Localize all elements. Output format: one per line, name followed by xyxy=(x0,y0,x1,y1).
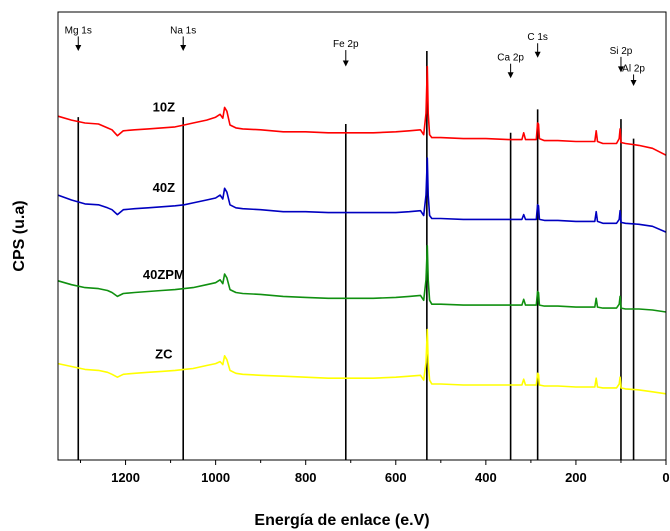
x-tick-label-5: 200 xyxy=(565,470,587,485)
series-label-zc: ZC xyxy=(155,347,173,362)
peak-arrow-head-6 xyxy=(617,66,624,73)
series-label-10z: 10Z xyxy=(153,99,175,114)
series-line-zc xyxy=(57,328,667,395)
peak-arrow-head-5 xyxy=(534,51,541,58)
peak-arrow-head-2 xyxy=(342,60,349,67)
peak-label-1: Na 1s xyxy=(170,25,196,36)
x-axis-title: Energía de enlace (e.V) xyxy=(254,512,429,529)
series-label-40z: 40Z xyxy=(153,180,175,195)
series-line-40zpm xyxy=(57,244,667,313)
peak-arrow-head-1 xyxy=(180,44,187,51)
x-tick-label-3: 600 xyxy=(385,470,407,485)
x-tick-label-0: 1200 xyxy=(111,470,140,485)
x-tick-label-6: 0 xyxy=(662,470,669,485)
plot-frame xyxy=(57,11,667,461)
series-line-10z xyxy=(57,65,667,156)
peak-marker-layer xyxy=(77,50,635,460)
series-label-40zpm: 40ZPM xyxy=(143,267,185,282)
peak-arrow-head-4 xyxy=(507,72,514,79)
series-line-40z xyxy=(57,157,667,233)
x-axis-ticks: 1200 1000 800 600 400 200 0 xyxy=(80,460,670,485)
x-tick-label-4: 400 xyxy=(475,470,497,485)
peak-label-2: Fe 2p xyxy=(333,39,359,50)
peak-label-6: Si 2p xyxy=(610,46,633,57)
peak-label-4: Ca 2p xyxy=(497,53,524,64)
peak-arrow-head-7 xyxy=(630,80,637,87)
peak-label-7: Al 2p xyxy=(622,63,645,74)
x-tick-label-2: 800 xyxy=(295,470,317,485)
peak-label-5: C 1s xyxy=(527,32,548,43)
peak-arrow-head-0 xyxy=(75,44,82,51)
x-tick-label-1: 1000 xyxy=(201,470,230,485)
series-layer xyxy=(57,65,667,395)
peak-label-0: Mg 1s xyxy=(65,25,92,36)
y-axis-title: CPS (u.a) xyxy=(11,200,28,271)
